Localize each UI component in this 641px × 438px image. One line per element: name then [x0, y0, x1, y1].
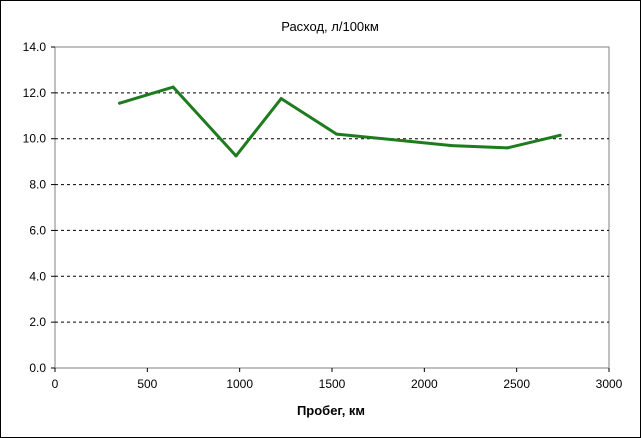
- y-tick-label: 0.0: [29, 361, 46, 375]
- x-tick-label: 3000: [596, 377, 623, 391]
- y-tick-label: 10.0: [23, 132, 47, 146]
- y-axis-ticks: 0.0 2.0 4.0 6.0 8.0 10.0 12.0 14.0: [23, 40, 55, 375]
- x-axis-ticks: 0 500 1000 1500 2000 2500 3000: [52, 368, 623, 391]
- x-tick-label: 1500: [319, 377, 346, 391]
- x-tick-label: 2500: [503, 377, 530, 391]
- y-tick-label: 14.0: [23, 40, 47, 54]
- y-tick-label: 2.0: [29, 315, 46, 329]
- data-point: [558, 133, 562, 137]
- data-point: [118, 101, 122, 105]
- x-tick-label: 2000: [411, 377, 438, 391]
- x-tick-label: 1000: [226, 377, 253, 391]
- y-tick-label: 12.0: [23, 86, 47, 100]
- series-layer: [118, 85, 562, 158]
- chart-title: Расход, л/100км: [281, 19, 379, 34]
- series-line: [118, 85, 562, 158]
- data-point: [335, 132, 339, 136]
- data-point: [234, 154, 238, 158]
- plot-area: [54, 46, 610, 369]
- data-point: [171, 85, 175, 89]
- y-tick-label: 8.0: [29, 178, 46, 192]
- y-tick-label: 4.0: [29, 269, 46, 283]
- x-tick-label: 500: [137, 377, 157, 391]
- data-point: [279, 97, 283, 101]
- data-point: [450, 144, 454, 148]
- y-tick-label: 6.0: [29, 223, 46, 237]
- x-axis-title: Пробег, км: [297, 403, 365, 418]
- data-point: [505, 146, 509, 150]
- x-tick-label: 0: [52, 377, 59, 391]
- grid-lines: [55, 92, 609, 323]
